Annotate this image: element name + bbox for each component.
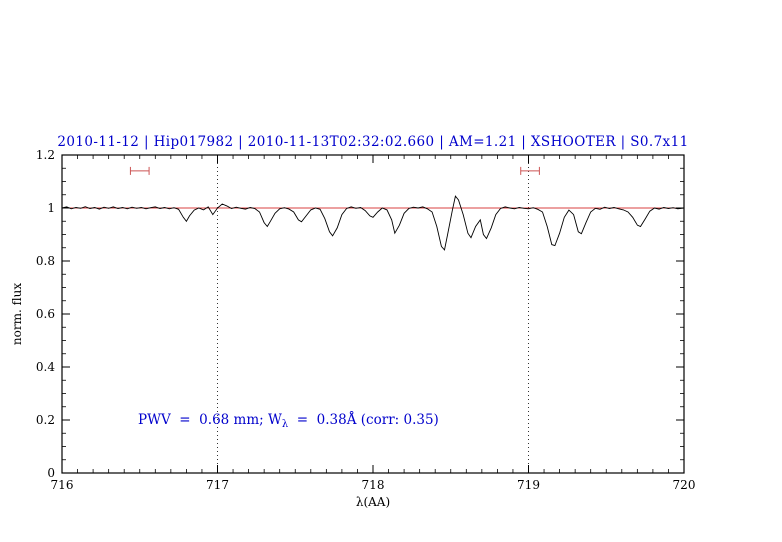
y-tick-label: 0.4 <box>36 360 55 374</box>
pwv-annotation-post: = 0.38Å (corr: 0.35) <box>288 412 439 428</box>
y-tick-label: 1 <box>47 201 55 215</box>
pwv-annotation-lambda-subscript: λ <box>281 419 289 430</box>
y-tick-label: 0.2 <box>36 413 55 427</box>
plot-title: 2010-11-12 | Hip017982 | 2010-11-13T02:3… <box>57 134 689 150</box>
x-tick-label: 720 <box>673 478 696 492</box>
x-axis-label: λ(AA) <box>355 495 391 509</box>
y-axis-label: norm. flux <box>10 282 24 346</box>
pwv-annotation-pre: PWV = 0.68 mm; W <box>138 412 282 428</box>
x-tick-label: 717 <box>206 478 229 492</box>
x-tick-label: 718 <box>362 478 385 492</box>
y-tick-label: 1.2 <box>36 148 55 162</box>
y-tick-label: 0 <box>47 466 55 480</box>
x-tick-label: 716 <box>51 478 74 492</box>
y-tick-label: 0.6 <box>36 307 55 321</box>
spectrum-line <box>61 195 685 251</box>
y-tick-label: 0.8 <box>36 254 55 268</box>
x-tick-label: 719 <box>517 478 540 492</box>
pwv-annotation: PWV = 0.68 mm; Wλ = 0.38Å (corr: 0.35) <box>138 412 439 430</box>
